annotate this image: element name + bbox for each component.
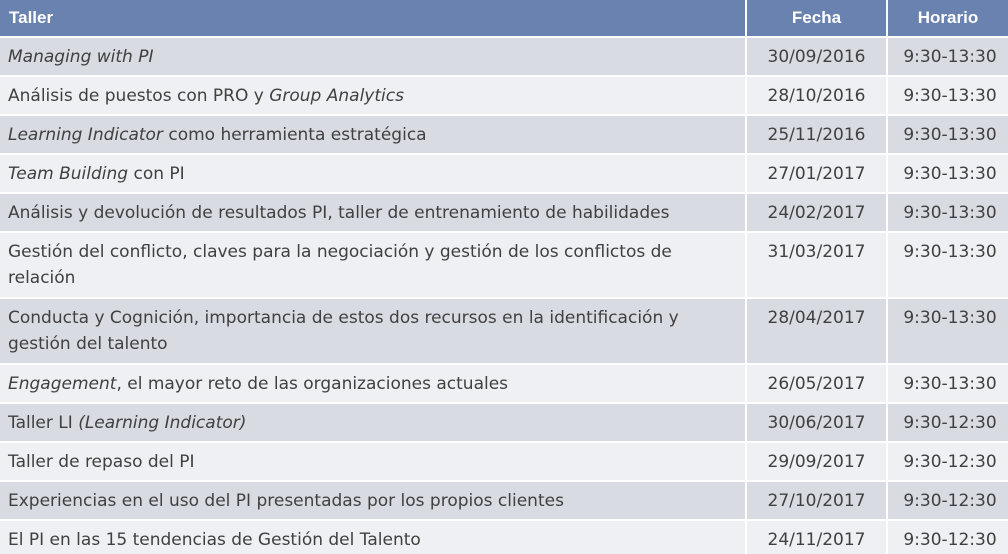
- table-body: Managing with PI 30/09/2016 9:30-13:30 Anál…: [0, 37, 1008, 554]
- table-row: Conducta y Cognición, importancia de est…: [0, 298, 1008, 365]
- taller-text: Taller de repaso del PI: [8, 452, 195, 472]
- cell-fecha: 26/05/2017: [746, 364, 888, 404]
- cell-taller: El PI en las 15 tendencias de Gestión de…: [0, 520, 747, 554]
- taller-text: Experiencias en el uso del PI presentada…: [8, 491, 564, 511]
- cell-taller: Análisis de puestos con PRO y Group Anal…: [0, 76, 747, 116]
- column-header-horario: Horario: [887, 0, 1008, 38]
- cell-horario: 9:30-13:30: [887, 193, 1008, 233]
- cell-fecha: 30/09/2016: [746, 37, 888, 77]
- taller-text: con PI: [128, 164, 185, 184]
- cell-taller: Análisis y devolución de resultados PI, …: [0, 193, 747, 233]
- table-row: Team Building con PI 27/01/2017 9:30-13:30: [0, 154, 1008, 194]
- cell-taller: Managing with PI: [0, 37, 747, 77]
- table-row: Managing with PI 30/09/2016 9:30-13:30: [0, 37, 1008, 77]
- cell-fecha: 27/01/2017: [746, 154, 888, 194]
- cell-horario: 9:30-12:30: [887, 442, 1008, 482]
- cell-horario: 9:30-13:30: [887, 76, 1008, 116]
- taller-text: Team Building: [8, 164, 129, 184]
- cell-taller: Experiencias en el uso del PI presentada…: [0, 481, 747, 521]
- taller-text: El PI en las 15 tendencias de Gestión de…: [8, 530, 421, 550]
- table-row: Learning Indicator como herramienta estr…: [0, 115, 1008, 155]
- cell-horario: 9:30-13:30: [887, 298, 1008, 365]
- table-row: Gestión del conflicto, claves para la ne…: [0, 232, 1008, 299]
- table-row: Taller LI (Learning Indicator) 30/06/2017…: [0, 403, 1008, 443]
- cell-fecha: 24/02/2017: [746, 193, 888, 233]
- cell-horario: 9:30-12:30: [887, 520, 1008, 554]
- cell-taller: Conducta y Cognición, importancia de est…: [0, 298, 747, 365]
- table-row: Análisis de puestos con PRO y Group Anal…: [0, 76, 1008, 116]
- column-header-taller: Taller: [0, 0, 747, 38]
- cell-taller: Taller LI (Learning Indicator): [0, 403, 747, 443]
- taller-text: Engagement: [8, 374, 117, 394]
- cell-horario: 9:30-12:30: [887, 403, 1008, 443]
- cell-fecha: 24/11/2017: [746, 520, 888, 554]
- cell-fecha: 28/10/2016: [746, 76, 888, 116]
- table-row: Engagement, el mayor reto de las organiz…: [0, 364, 1008, 404]
- taller-text: Learning Indicator: [8, 125, 163, 145]
- cell-taller: Learning Indicator como herramienta estr…: [0, 115, 747, 155]
- table-row: Análisis y devolución de resultados PI, …: [0, 193, 1008, 233]
- taller-text: , el mayor reto de las organizaciones ac…: [116, 374, 509, 394]
- cell-fecha: 31/03/2017: [746, 232, 888, 299]
- taller-text: Análisis y devolución de resultados PI, …: [8, 203, 670, 223]
- taller-text: Group Analytics: [269, 86, 404, 106]
- table-row: Experiencias en el uso del PI presentada…: [0, 481, 1008, 521]
- taller-text: Gestión del conflicto, claves para la ne…: [8, 242, 672, 288]
- table-row: Taller de repaso del PI 29/09/2017 9:30-12…: [0, 442, 1008, 482]
- taller-text: Managing with PI: [8, 47, 154, 67]
- cell-fecha: 28/04/2017: [746, 298, 888, 365]
- taller-text: (Learning Indicator): [78, 413, 247, 433]
- cell-horario: 9:30-13:30: [887, 154, 1008, 194]
- cell-fecha: 27/10/2017: [746, 481, 888, 521]
- taller-text: Taller LI: [8, 413, 79, 433]
- table-row: El PI en las 15 tendencias de Gestión de…: [0, 520, 1008, 554]
- cell-horario: 9:30-13:30: [887, 115, 1008, 155]
- cell-horario: 9:30-13:30: [887, 37, 1008, 77]
- cell-horario: 9:30-13:30: [887, 232, 1008, 299]
- header-row: Taller Fecha Horario: [0, 0, 1008, 38]
- cell-horario: 9:30-12:30: [887, 481, 1008, 521]
- column-header-fecha: Fecha: [746, 0, 888, 38]
- cell-horario: 9:30-13:30: [887, 364, 1008, 404]
- table-header: Taller Fecha Horario: [0, 0, 1008, 38]
- cell-fecha: 25/11/2016: [746, 115, 888, 155]
- cell-taller: Gestión del conflicto, claves para la ne…: [0, 232, 747, 299]
- cell-taller: Engagement, el mayor reto de las organiz…: [0, 364, 747, 404]
- cell-fecha: 29/09/2017: [746, 442, 888, 482]
- cell-taller: Team Building con PI: [0, 154, 747, 194]
- cell-fecha: 30/06/2017: [746, 403, 888, 443]
- cell-taller: Taller de repaso del PI: [0, 442, 747, 482]
- taller-text: Análisis de puestos con PRO y: [8, 86, 270, 106]
- taller-text: como herramienta estratégica: [162, 125, 427, 145]
- taller-text: Conducta y Cognición, importancia de est…: [8, 308, 679, 354]
